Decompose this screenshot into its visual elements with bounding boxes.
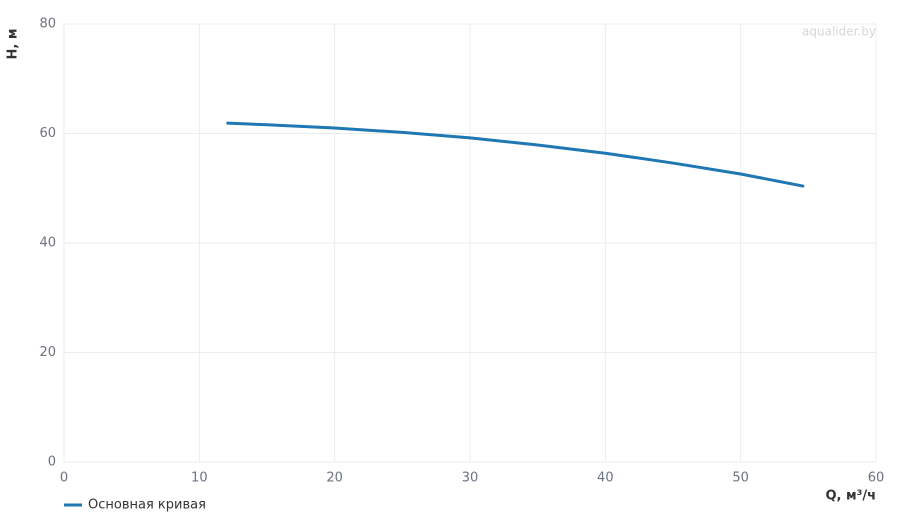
x-tick-label: 10 bbox=[191, 471, 208, 486]
y-tick-label: 0 bbox=[48, 455, 56, 470]
x-axis-title: Q, м³/ч bbox=[825, 489, 876, 504]
y-tick-label: 20 bbox=[39, 345, 56, 360]
x-tick-label: 40 bbox=[597, 471, 614, 486]
legend-label: Основная кривая bbox=[88, 498, 206, 513]
x-tick-label: 60 bbox=[868, 471, 885, 486]
y-axis-title: H, м bbox=[6, 29, 21, 60]
y-tick-label: 80 bbox=[39, 17, 56, 32]
x-tick-label: 50 bbox=[732, 471, 749, 486]
x-tick-label: 20 bbox=[326, 471, 343, 486]
watermark: aqualider.by bbox=[802, 25, 876, 39]
line bbox=[226, 121, 805, 188]
y-tick-label: 60 bbox=[39, 126, 56, 141]
y-tick-label: 40 bbox=[39, 236, 56, 251]
x-tick-label: 30 bbox=[462, 471, 479, 486]
x-tick-label: 0 bbox=[60, 471, 68, 486]
